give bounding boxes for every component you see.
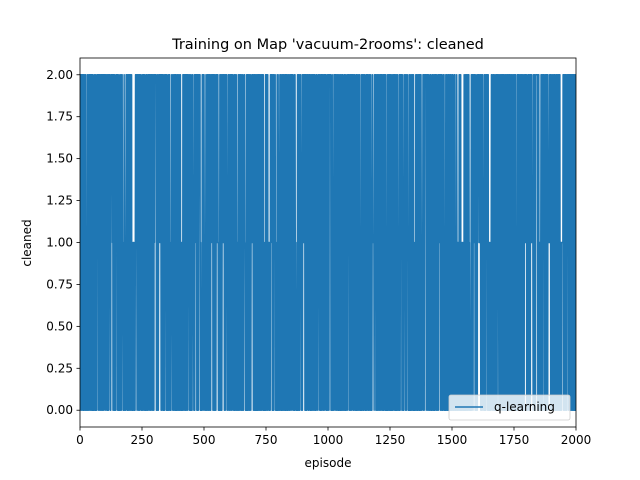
x-tick-label: 1000	[313, 433, 344, 447]
x-axis-ticks: 0 250 500 750 1000 1250 1500 1750 2000	[76, 427, 591, 447]
y-tick-label: 1.50	[46, 152, 73, 166]
x-tick-label: 250	[131, 433, 154, 447]
plot-frame	[79, 57, 577, 428]
y-tick-label: 1.00	[46, 236, 73, 250]
x-tick-label: 1500	[437, 433, 468, 447]
series-line-q-learning	[80, 74, 576, 411]
x-tick-label: 500	[193, 433, 216, 447]
series-q-learning	[80, 74, 576, 411]
y-tick-label: 1.25	[46, 194, 73, 208]
y-axis-label: cleaned	[20, 219, 34, 266]
plot-area	[80, 74, 576, 411]
x-tick-label: 1250	[375, 433, 406, 447]
y-tick-label: 0.75	[46, 277, 73, 291]
y-tick-label: 1.75	[46, 110, 73, 124]
x-tick-label: 0	[76, 433, 84, 447]
legend-label-q-learning: q-learning	[494, 400, 555, 414]
x-axis-label: episode	[305, 456, 352, 470]
y-axis-ticks: 0.00 0.25 0.50 0.75 1.00 1.25 1.50 1.75 2.00	[46, 68, 80, 417]
x-tick-label: 750	[255, 433, 278, 447]
legend-box	[448, 394, 571, 421]
y-tick-label: 0.00	[46, 403, 73, 417]
x-tick-label: 2000	[561, 433, 592, 447]
legend: q-learning	[448, 394, 571, 421]
y-tick-label: 0.25	[46, 361, 73, 375]
x-tick-label: 1750	[499, 433, 530, 447]
chart-title: Training on Map 'vacuum-2rooms': cleaned	[171, 37, 484, 53]
y-tick-label: 0.50	[46, 319, 73, 333]
y-tick-label: 2.00	[46, 68, 73, 82]
